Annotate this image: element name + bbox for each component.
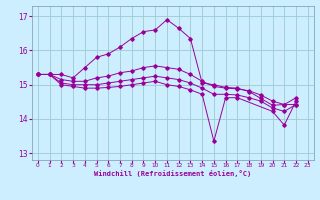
X-axis label: Windchill (Refroidissement éolien,°C): Windchill (Refroidissement éolien,°C) (94, 170, 252, 177)
